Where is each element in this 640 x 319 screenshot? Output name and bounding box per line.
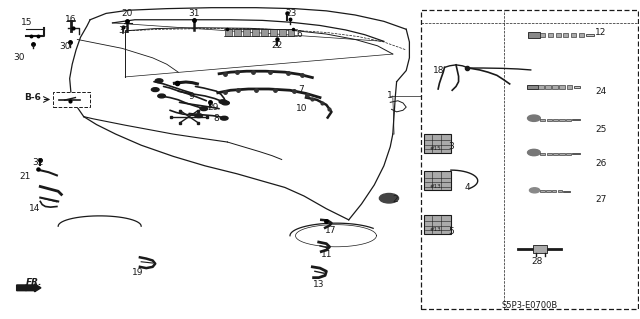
Bar: [547, 152, 552, 155]
Bar: [546, 190, 550, 192]
Circle shape: [527, 115, 540, 122]
Text: 31: 31: [188, 9, 199, 18]
Text: 5: 5: [448, 227, 454, 236]
Bar: [424, 171, 451, 190]
Text: 15: 15: [20, 19, 32, 27]
Text: #13: #13: [429, 227, 441, 232]
Bar: [53, 92, 90, 107]
Text: #15: #15: [429, 146, 441, 151]
Text: 14: 14: [29, 204, 40, 213]
Bar: [545, 85, 550, 89]
Text: 30: 30: [59, 42, 70, 51]
Circle shape: [220, 116, 228, 120]
Text: 25: 25: [595, 125, 607, 134]
Text: 19: 19: [132, 268, 144, 277]
Text: 23: 23: [285, 9, 297, 18]
Circle shape: [200, 107, 207, 111]
Bar: [563, 33, 568, 37]
Text: 30: 30: [13, 53, 24, 62]
Bar: [559, 119, 564, 121]
Bar: [270, 29, 276, 36]
Bar: [573, 86, 580, 88]
Text: 7: 7: [298, 85, 304, 94]
Bar: [548, 33, 553, 37]
Bar: [527, 33, 540, 38]
Circle shape: [195, 114, 202, 118]
Bar: [288, 29, 294, 36]
Circle shape: [158, 94, 166, 98]
Bar: [557, 190, 562, 192]
Bar: [225, 29, 232, 36]
Bar: [533, 245, 547, 253]
Bar: [552, 190, 556, 192]
Text: 18: 18: [433, 66, 445, 75]
Circle shape: [221, 101, 229, 105]
Text: 17: 17: [324, 226, 336, 234]
Bar: [279, 29, 285, 36]
Text: #13: #13: [429, 184, 441, 189]
FancyArrow shape: [17, 284, 41, 292]
Bar: [566, 119, 571, 121]
Bar: [261, 29, 268, 36]
Text: 4: 4: [464, 183, 470, 192]
Bar: [540, 119, 545, 121]
Text: 29: 29: [207, 103, 218, 112]
Circle shape: [380, 194, 399, 203]
Bar: [572, 119, 580, 121]
Bar: [547, 119, 552, 121]
Text: 12: 12: [595, 28, 607, 37]
Bar: [556, 33, 561, 37]
Bar: [553, 119, 558, 121]
Text: 24: 24: [595, 87, 607, 96]
Text: 2: 2: [392, 195, 398, 204]
Bar: [559, 85, 564, 89]
Bar: [421, 10, 638, 309]
Text: 32: 32: [118, 26, 130, 35]
Bar: [553, 152, 558, 155]
Text: 3: 3: [448, 142, 454, 151]
Text: 16: 16: [65, 15, 77, 24]
Text: 6: 6: [297, 30, 303, 39]
Bar: [563, 191, 570, 192]
Bar: [572, 153, 580, 154]
Circle shape: [219, 100, 227, 104]
Bar: [540, 190, 545, 192]
Text: 13: 13: [313, 280, 324, 289]
Bar: [566, 85, 572, 89]
Bar: [243, 29, 250, 36]
Text: 10: 10: [296, 104, 308, 113]
Bar: [571, 33, 576, 37]
Bar: [424, 134, 451, 153]
Text: 9: 9: [188, 92, 194, 101]
Text: FR.: FR.: [26, 278, 42, 287]
Bar: [252, 29, 259, 36]
Circle shape: [156, 79, 163, 83]
Text: 26: 26: [595, 159, 607, 168]
Bar: [559, 152, 564, 155]
Bar: [552, 85, 557, 89]
Bar: [566, 152, 571, 155]
Text: 11: 11: [321, 250, 332, 259]
Text: 22: 22: [271, 41, 282, 50]
Text: 28: 28: [531, 257, 543, 266]
Circle shape: [529, 188, 540, 193]
Circle shape: [527, 149, 540, 156]
Text: 20: 20: [122, 9, 133, 18]
Text: S5P3-E0700B: S5P3-E0700B: [501, 301, 557, 310]
Bar: [579, 33, 584, 37]
Bar: [540, 33, 545, 37]
Bar: [586, 34, 594, 36]
Text: 32: 32: [32, 158, 44, 167]
Text: 8: 8: [214, 114, 220, 123]
Bar: [234, 29, 241, 36]
Text: 21: 21: [19, 172, 31, 181]
Bar: [527, 85, 538, 89]
Bar: [538, 85, 543, 89]
Text: B-6: B-6: [24, 93, 41, 102]
Text: 1: 1: [387, 92, 393, 100]
Text: 27: 27: [595, 195, 607, 204]
Bar: [540, 152, 545, 155]
Bar: [424, 215, 451, 234]
Circle shape: [152, 88, 159, 92]
